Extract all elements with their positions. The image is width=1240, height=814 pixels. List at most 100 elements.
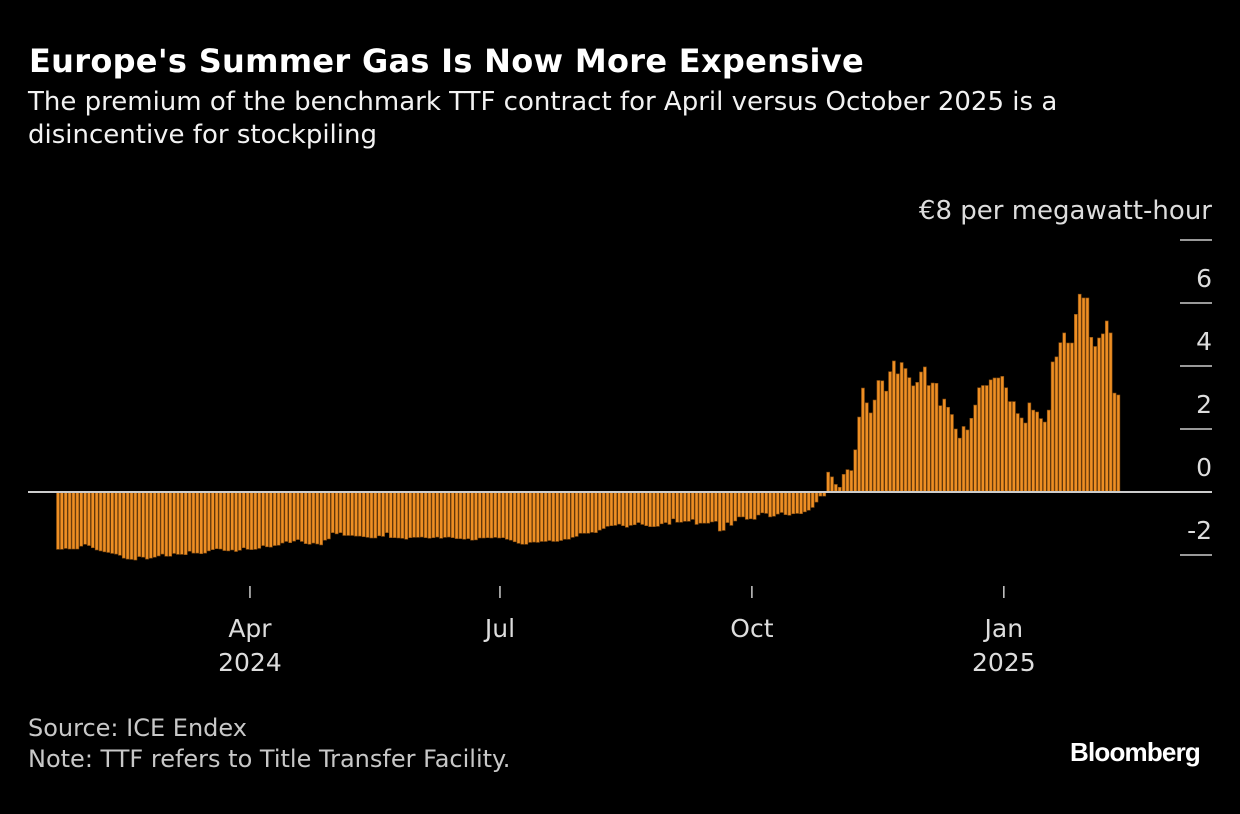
bar: [752, 491, 757, 520]
bar: [659, 491, 664, 525]
bar: [145, 491, 149, 560]
bar: [474, 491, 478, 541]
bar: [110, 491, 114, 554]
bar: [845, 469, 850, 493]
bar: [799, 491, 803, 515]
bar: [222, 491, 227, 551]
bar: [803, 491, 807, 513]
bar: [1027, 402, 1032, 493]
bar: [1046, 409, 1051, 493]
bar: [915, 382, 919, 493]
bar: [834, 484, 838, 493]
bar: [288, 491, 293, 544]
bar: [880, 380, 885, 493]
bar: [988, 379, 993, 493]
bar: [1066, 342, 1070, 493]
bar: [1012, 401, 1016, 493]
bar: [826, 471, 830, 493]
bar: [1019, 417, 1024, 493]
bar: [597, 491, 602, 531]
bar: [489, 491, 494, 539]
y-axis-unit-label: €8 per megawatt-hour: [918, 196, 1212, 226]
bar: [427, 491, 432, 539]
bar: [245, 491, 250, 550]
bar: [404, 491, 409, 540]
bar: [787, 491, 792, 516]
bar: [578, 491, 583, 534]
bar: [969, 417, 974, 493]
bar: [532, 491, 536, 543]
bar: [853, 449, 858, 493]
bar: [478, 491, 482, 539]
bar: [493, 491, 498, 538]
bar: [690, 491, 695, 520]
bar: [141, 491, 145, 558]
bar: [450, 491, 455, 538]
bar: [865, 402, 869, 493]
bar: [919, 371, 923, 493]
x-tick-year-label: 2024: [218, 648, 282, 677]
bar: [106, 491, 111, 553]
bar: [938, 405, 943, 493]
bar: [338, 491, 343, 533]
bar: [98, 491, 103, 552]
bar: [698, 491, 703, 524]
bar: [315, 491, 320, 545]
bar: [772, 491, 776, 517]
bar: [640, 491, 645, 525]
bar: [218, 491, 223, 550]
bar: [942, 398, 947, 493]
bar: [1081, 297, 1086, 493]
bar: [745, 491, 749, 520]
source-text: Source: ICE Endex: [28, 714, 247, 742]
x-tick-year-label: 2025: [972, 648, 1036, 677]
bar: [764, 491, 769, 514]
bar: [501, 491, 505, 538]
bar: [594, 491, 598, 533]
bar: [841, 474, 846, 493]
bar: [377, 491, 382, 537]
bar: [389, 491, 393, 538]
bar: [857, 416, 861, 493]
bar: [574, 491, 579, 537]
bar: [528, 491, 532, 543]
bar: [311, 491, 316, 544]
bloomberg-logo: Bloomberg: [1069, 737, 1201, 767]
bar: [903, 368, 908, 493]
y-tick-label: 6: [1196, 264, 1212, 293]
bar: [950, 414, 954, 493]
bar: [203, 491, 207, 554]
bar: [559, 491, 563, 541]
bar: [257, 491, 262, 549]
bar: [895, 373, 900, 493]
bar: [160, 491, 165, 555]
bar: [694, 491, 699, 525]
bar: [849, 470, 854, 493]
bar: [443, 491, 447, 538]
bar: [512, 491, 517, 543]
bar: [570, 491, 575, 538]
bar: [396, 491, 401, 539]
bar: [590, 491, 594, 533]
bar: [946, 406, 950, 493]
bar: [563, 491, 567, 540]
bar: [1104, 320, 1109, 493]
bar: [292, 491, 296, 542]
bar: [71, 491, 76, 550]
bar: [276, 491, 281, 546]
bars-group: [56, 293, 1121, 561]
bar: [1039, 418, 1043, 493]
bar: [717, 491, 722, 532]
bar: [930, 382, 935, 493]
bar: [1097, 337, 1101, 493]
bar: [892, 360, 896, 493]
bar: [164, 491, 169, 557]
x-tick-label: Jan: [983, 614, 1024, 643]
bar: [810, 491, 815, 508]
bar: [768, 491, 772, 518]
y-tick-label: 4: [1196, 327, 1212, 356]
bar: [547, 491, 552, 541]
bar: [1054, 356, 1059, 493]
bar: [485, 491, 490, 538]
